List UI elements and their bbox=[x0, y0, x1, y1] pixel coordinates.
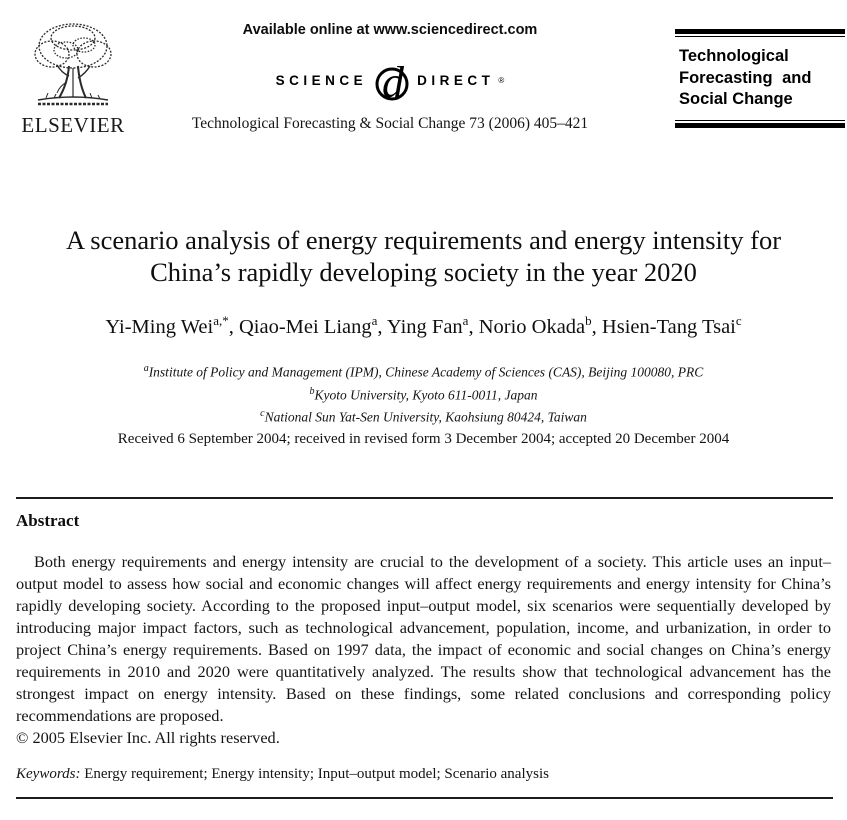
author: Qiao-Mei Lianga, bbox=[239, 313, 387, 338]
bottom-rule bbox=[16, 797, 833, 799]
abstract-text: Both energy requirements and energy inte… bbox=[16, 552, 831, 725]
author-affiliation-mark: a,* bbox=[213, 313, 229, 328]
affiliation-line: cNational Sun Yat-Sen University, Kaohsi… bbox=[260, 408, 587, 425]
affiliation-list: aInstitute of Policy and Management (IPM… bbox=[0, 359, 847, 427]
abstract-top-rule bbox=[16, 497, 833, 499]
abstract-heading: Abstract bbox=[16, 511, 80, 530]
author: Hsien-Tang Tsaic bbox=[601, 313, 742, 338]
author-separator: , bbox=[377, 315, 387, 338]
elsevier-logo: ELSEVIER bbox=[16, 18, 130, 138]
author: Yi-Ming Weia,*, bbox=[105, 313, 239, 338]
author-list: Yi-Ming Weia,*, Qiao-Mei Lianga, Ying Fa… bbox=[0, 313, 847, 339]
journal-box-top-thin-bar bbox=[675, 36, 845, 37]
sciencedirect-logo: SCIENCE d DIRECT ® bbox=[150, 54, 630, 106]
author-affiliation-mark: a bbox=[462, 313, 469, 328]
author: Ying Fana, bbox=[386, 313, 479, 338]
affiliation-line: bKyoto University, Kyoto 611-0011, Japan bbox=[309, 385, 538, 403]
abstract-section: Both energy requirements and energy inte… bbox=[16, 551, 831, 749]
author: Norio Okadab, bbox=[478, 313, 602, 338]
journal-cover-line2: Forecasting and bbox=[679, 68, 812, 87]
author-affiliation-mark: a bbox=[371, 313, 378, 328]
elsevier-wordmark: ELSEVIER bbox=[21, 113, 125, 137]
author-separator: , bbox=[228, 315, 239, 338]
journal-cover-line1: Technological bbox=[679, 47, 789, 65]
science-text: SCIENCE bbox=[275, 72, 368, 88]
journal-cover-box: Technological Forecasting and Social Cha… bbox=[675, 29, 845, 128]
journal-cover-title: Technological Forecasting and Social Cha… bbox=[675, 37, 845, 120]
article-title: A scenario analysis of energy requiremen… bbox=[0, 224, 847, 288]
keywords-text: Energy requirement; Energy intensity; In… bbox=[84, 766, 549, 782]
affiliation-line: aInstitute of Policy and Management (IPM… bbox=[143, 363, 704, 380]
article-title-line2: China’s rapidly developing society in th… bbox=[150, 257, 697, 287]
sciencedirect-d-icon: d bbox=[375, 58, 409, 105]
article-title-line1: A scenario analysis of energy requiremen… bbox=[65, 225, 782, 255]
elsevier-tree-icon bbox=[34, 23, 112, 106]
direct-text: DIRECT bbox=[417, 72, 495, 88]
received-dates: Received 6 September 2004; received in r… bbox=[117, 431, 730, 447]
journal-cover-line3: Social Change bbox=[679, 90, 793, 108]
journal-citation: Technological Forecasting & Social Chang… bbox=[191, 115, 589, 132]
author-separator: , bbox=[591, 315, 602, 338]
available-online-text: Available online at www.sciencedirect.co… bbox=[242, 22, 538, 38]
svg-text:d: d bbox=[382, 58, 405, 105]
keywords-line: Keywords: Energy requirement; Energy int… bbox=[16, 766, 831, 783]
author-affiliation-mark: b bbox=[585, 313, 592, 328]
author-affiliation-mark: c bbox=[735, 313, 742, 328]
registered-mark: ® bbox=[498, 75, 505, 85]
copyright-line: © 2005 Elsevier Inc. All rights reserved… bbox=[16, 728, 280, 747]
journal-box-bottom-thin-bar bbox=[675, 119, 845, 121]
author-separator: , bbox=[468, 315, 479, 338]
journal-box-top-thick-bar bbox=[675, 29, 845, 34]
keywords-label: Keywords: bbox=[16, 766, 81, 782]
journal-box-bottom-thick-bar bbox=[675, 122, 845, 128]
